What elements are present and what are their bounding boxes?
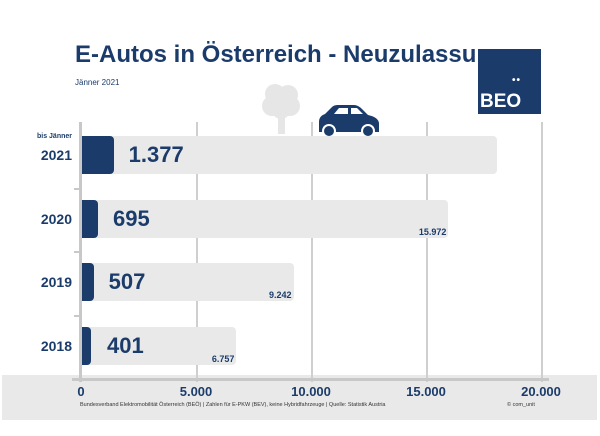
- bar-total: [81, 327, 237, 365]
- category-label: 2018: [40, 338, 72, 354]
- logo-text: BEO: [480, 91, 522, 112]
- bar-value: [81, 136, 114, 174]
- x-tick-label: 0: [77, 384, 85, 399]
- bar-total: [81, 263, 294, 301]
- logo-dots: ••: [512, 75, 522, 86]
- bar-total: [81, 200, 449, 238]
- y-axis-line: [79, 122, 82, 382]
- total-label: 15.972: [418, 227, 447, 237]
- copyright: © com_unit: [507, 402, 535, 408]
- value-label: 1.377: [128, 142, 184, 167]
- category-label: 2019: [40, 274, 72, 290]
- x-tick-label: 15.000: [406, 384, 446, 399]
- beo-logo: •• BEO: [478, 49, 541, 114]
- category-label: 2021: [40, 147, 72, 163]
- bar-value: [81, 327, 92, 365]
- source-note: Bundesverband Elektromobilität Österreic…: [80, 402, 386, 408]
- bar-value: [81, 200, 98, 238]
- x-tick-label: 5.000: [179, 384, 213, 399]
- bar-total: [81, 136, 498, 174]
- y-tick: [74, 251, 80, 253]
- footer-band: [2, 375, 597, 420]
- gridline: [311, 122, 313, 382]
- value-label: 507: [108, 269, 146, 294]
- total-label: 9.242: [269, 290, 292, 300]
- x-tick-label: 10.000: [291, 384, 331, 399]
- chart-subtitle: Jänner 2021: [75, 78, 120, 87]
- gridline: [196, 122, 198, 382]
- x-tick-label: 20.000: [521, 384, 561, 399]
- category-note: bis Jänner: [36, 133, 72, 140]
- bar-value: [81, 263, 94, 301]
- gridline: [541, 122, 543, 382]
- y-tick: [74, 315, 80, 317]
- car-icon: [319, 105, 379, 138]
- total-label: 6.757: [211, 354, 235, 364]
- gridline: [426, 122, 428, 382]
- value-label: 401: [107, 333, 144, 358]
- chart-title: E-Autos in Österreich - Neuzulassungen: [75, 41, 534, 68]
- tree-icon: [262, 84, 300, 134]
- value-label: 695: [112, 206, 150, 231]
- x-axis-line: [72, 378, 549, 381]
- y-tick: [74, 188, 80, 190]
- category-label: 2020: [40, 211, 72, 227]
